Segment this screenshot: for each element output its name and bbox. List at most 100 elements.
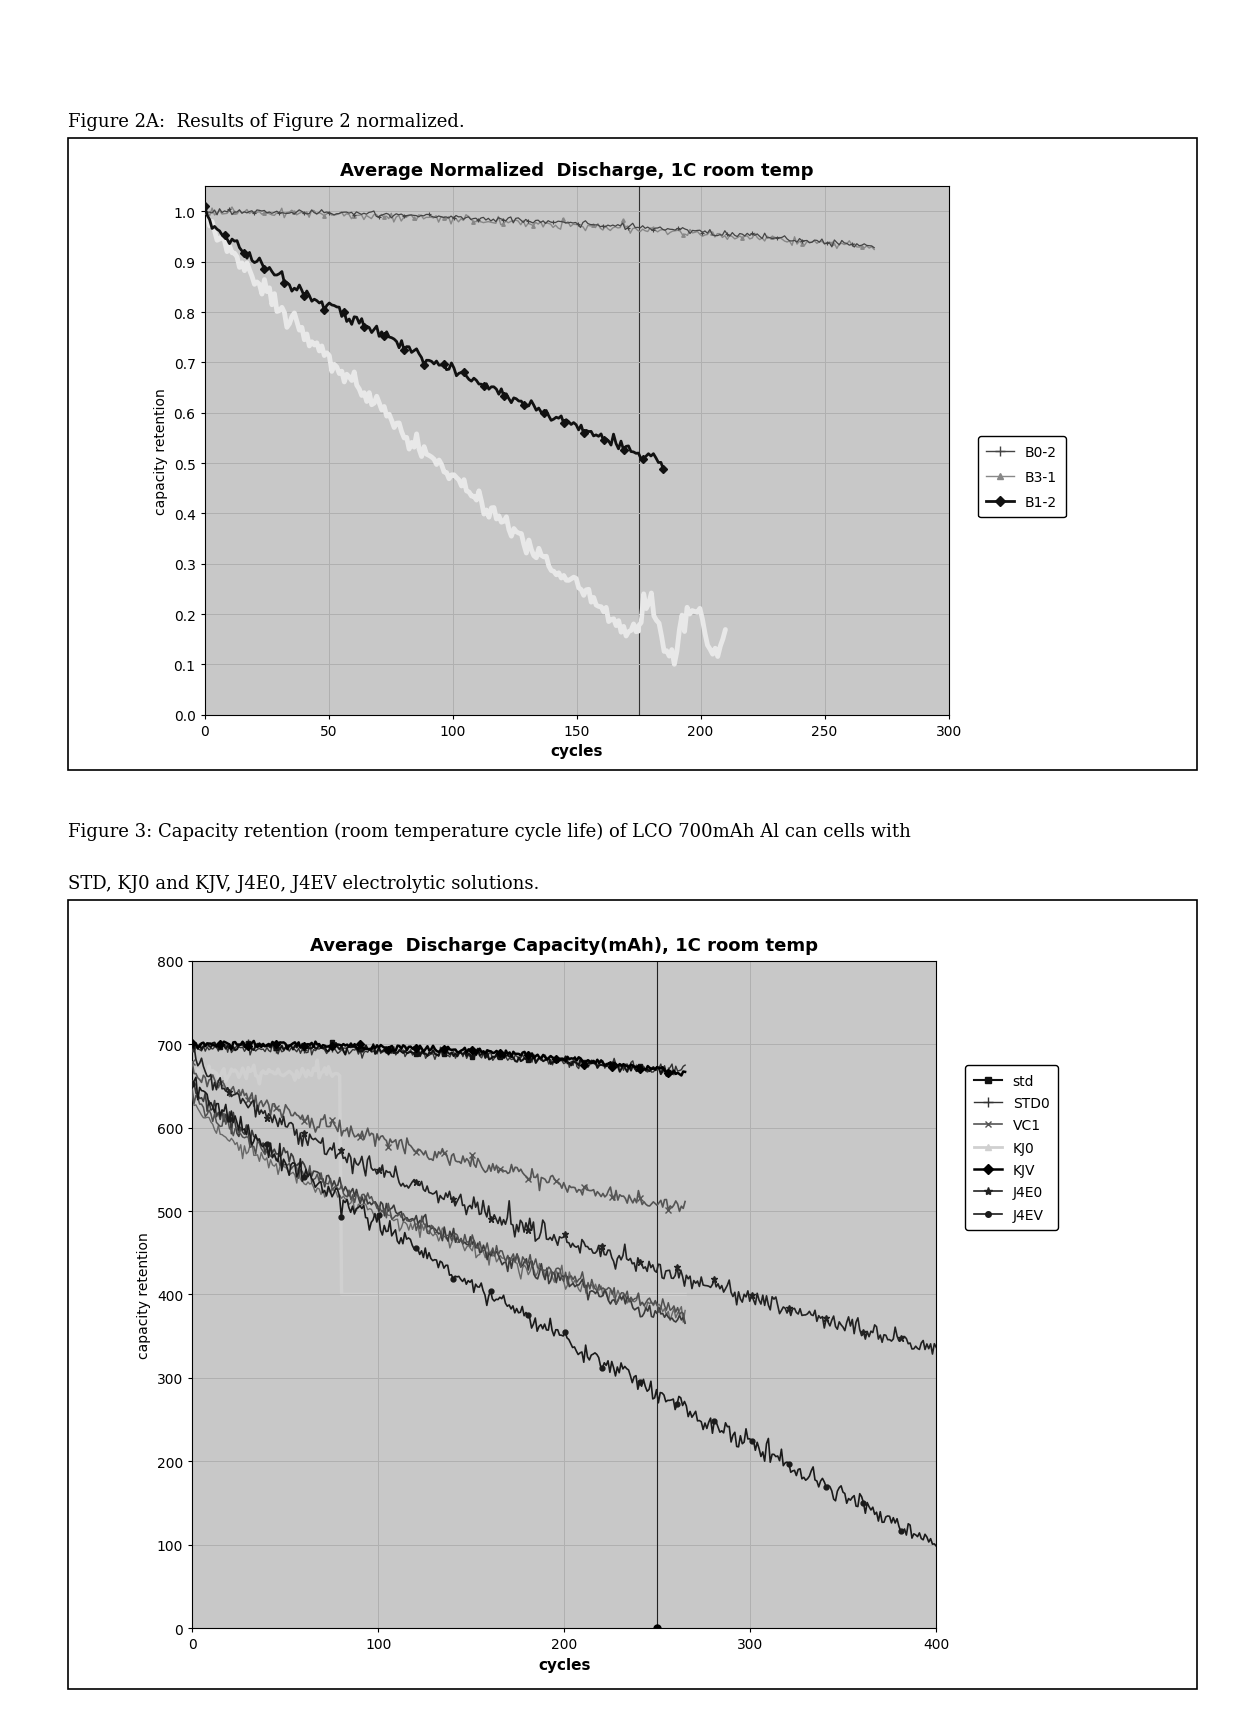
J4E0 [722,1270,737,1290]
B0-2 [197,199,212,220]
J4E0 [929,1337,944,1358]
STD0 [650,1060,665,1081]
B0-2 [212,199,227,220]
B3-1 [301,208,316,229]
KJV [487,1043,502,1063]
J4E0 [652,1254,667,1275]
std [668,1063,683,1084]
B1-2 [577,424,591,445]
B0-2 [867,237,882,258]
VC1 [185,1051,200,1072]
KJV [650,1057,665,1077]
KJV [403,1037,418,1058]
B3-1 [197,203,212,223]
Line: J4EV: J4EV [190,1076,939,1548]
VC1 [647,1193,662,1214]
Legend: B0-2, B3-1, B1-2: B0-2, B3-1, B1-2 [978,436,1065,518]
VC1 [383,1129,398,1150]
KJV [562,1050,577,1070]
KJV [677,1062,692,1082]
std [577,1051,591,1072]
B1-2 [197,196,212,216]
KJV [384,1036,399,1057]
STD0 [644,1062,658,1082]
Y-axis label: capacity retention: capacity retention [138,1231,151,1358]
STD0 [403,1039,418,1060]
STD0 [185,1039,200,1060]
J4E0 [427,1183,441,1204]
Line: B3-1: B3-1 [203,206,875,253]
KJV [644,1058,658,1079]
J4EV [185,1074,200,1095]
STD0 [677,1055,692,1076]
B1-2 [656,459,671,480]
Text: Figure 2A:  Results of Figure 2 normalized.: Figure 2A: Results of Figure 2 normalize… [68,113,465,130]
J4EV [929,1536,944,1557]
J4E0 [925,1344,940,1365]
B3-1 [657,220,672,241]
J4E0 [185,1036,200,1057]
VC1 [485,1154,500,1174]
VC1 [560,1181,575,1202]
Y-axis label: capacity retention: capacity retention [154,388,167,514]
VC1 [677,1192,692,1212]
Line: STD0: STD0 [188,1039,688,1079]
B0-2 [379,204,394,225]
VC1 [402,1134,417,1155]
B1-2 [296,288,311,308]
B3-1 [583,216,598,237]
B3-1 [867,241,882,262]
Text: STD, KJ0 and KJV, J4E0, J4EV electrolytic solutions.: STD, KJ0 and KJV, J4E0, J4EV electrolyti… [68,875,539,892]
Line: std: std [190,1041,678,1079]
std [658,1065,673,1086]
B0-2 [224,204,239,225]
B1-2 [269,265,284,286]
VC1 [672,1202,687,1223]
STD0 [562,1057,577,1077]
B0-2 [583,215,598,236]
KJV [673,1065,688,1086]
X-axis label: cycles: cycles [538,1656,590,1671]
std [185,1036,200,1057]
B1-2 [294,281,309,301]
B1-2 [389,333,404,353]
std [391,1043,405,1063]
Line: KJV: KJV [190,1039,688,1079]
std [243,1034,258,1055]
KJV [247,1031,262,1051]
J4EV [277,1148,291,1169]
B0-2 [429,208,444,229]
Line: J4E0: J4E0 [188,1043,940,1358]
KJV [185,1032,200,1053]
J4EV [429,1251,444,1271]
B3-1 [429,206,444,227]
STD0 [241,1032,255,1053]
std [254,1034,269,1055]
J4E0 [274,1114,289,1134]
J4E0 [725,1287,740,1308]
J4EV [655,1382,670,1403]
std [647,1060,662,1081]
Line: B0-2: B0-2 [202,208,877,251]
B1-2 [508,390,523,410]
std [388,1043,403,1063]
J4EV [481,1285,496,1306]
Text: Figure 3: Capacity retention (room temperature cycle life) of LCO 700mAh Al can : Figure 3: Capacity retention (room tempe… [68,823,911,842]
Title: Average Normalized  Discharge, 1C room temp: Average Normalized Discharge, 1C room te… [340,163,813,180]
VC1 [642,1195,657,1216]
Legend: std, STD0, VC1, KJ0, KJV, J4E0, J4EV: std, STD0, VC1, KJ0, KJV, J4E0, J4EV [966,1065,1058,1230]
B0-2 [657,220,672,241]
std [325,1032,340,1053]
B3-1 [379,206,394,227]
Title: Average  Discharge Capacity(mAh), 1C room temp: Average Discharge Capacity(mAh), 1C room… [310,937,818,954]
B3-1 [222,201,237,222]
Line: VC1: VC1 [190,1060,688,1214]
STD0 [666,1065,681,1086]
STD0 [487,1048,502,1069]
J4EV [724,1432,739,1453]
Line: B1-2: B1-2 [202,204,666,473]
J4EV [188,1067,203,1088]
J4E0 [480,1207,495,1228]
J4EV [728,1422,743,1443]
X-axis label: cycles: cycles [551,743,603,759]
